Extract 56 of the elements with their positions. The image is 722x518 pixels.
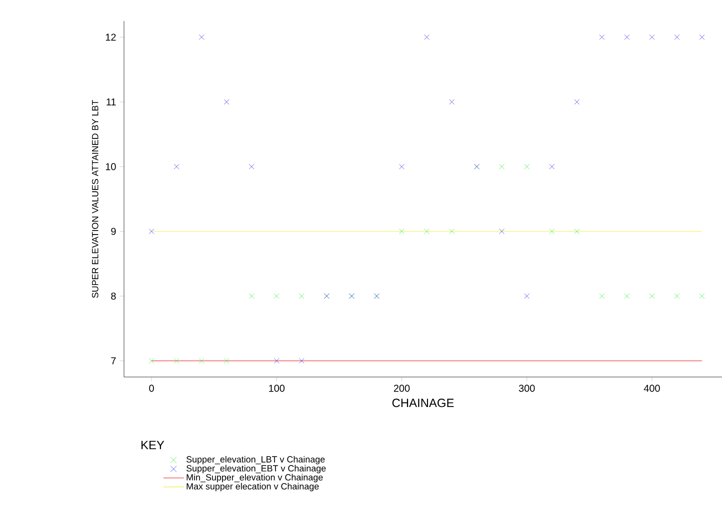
point [699, 34, 705, 40]
point [449, 228, 454, 234]
point [674, 34, 680, 40]
point [224, 99, 230, 105]
point [399, 228, 404, 234]
point [674, 293, 680, 299]
point [298, 293, 304, 299]
legend-title: KEY [142, 440, 164, 450]
point [574, 228, 580, 234]
x-tick-label: 300 [518, 384, 535, 392]
point [198, 34, 204, 40]
y-axis-title: SUPER ELEVATION VALUES ATTAINED BY LBT [92, 100, 98, 298]
point [274, 358, 280, 364]
point [274, 293, 280, 299]
y-tick-label: 9 [111, 228, 116, 235]
point [424, 34, 430, 40]
x-tick-label: 100 [269, 384, 285, 392]
point [549, 228, 555, 234]
point [699, 293, 705, 299]
point [248, 164, 254, 170]
point [624, 293, 630, 299]
point [449, 99, 454, 105]
point [499, 164, 504, 170]
point [599, 293, 605, 299]
x-tick-label: 400 [644, 384, 660, 392]
x-tick-label: 200 [394, 384, 410, 392]
point [148, 228, 154, 234]
legend-label: Min_Supper_elevation v Chainage [186, 474, 323, 482]
point [499, 228, 504, 234]
point [399, 164, 404, 170]
point [599, 34, 605, 40]
point [624, 34, 630, 40]
y-tick-label: 7 [111, 357, 116, 364]
point [248, 293, 254, 299]
legend-label: Max supper elecation v Chainage [186, 482, 319, 492]
x-axis-title: CHAINAGE [392, 398, 454, 408]
point [198, 358, 204, 364]
x-tick-label: 0 [149, 384, 154, 392]
point [174, 164, 180, 170]
point [524, 293, 530, 299]
legend-label: Supper_elevation_EBT v Chainage [186, 464, 326, 474]
point [424, 228, 430, 234]
y-tick-label: 8 [111, 292, 116, 300]
point [298, 358, 304, 364]
y-tick-label: 10 [106, 163, 116, 170]
point [649, 34, 655, 40]
point [549, 164, 555, 170]
point [649, 293, 655, 299]
point [174, 358, 180, 364]
y-tick-label: 11 [106, 98, 116, 106]
legend-label: Supper_elevation_LBT v Chainage [186, 456, 325, 464]
point [524, 164, 530, 170]
y-tick-label: 12 [106, 34, 116, 41]
point [224, 358, 230, 364]
point [148, 358, 154, 364]
point [574, 99, 580, 105]
